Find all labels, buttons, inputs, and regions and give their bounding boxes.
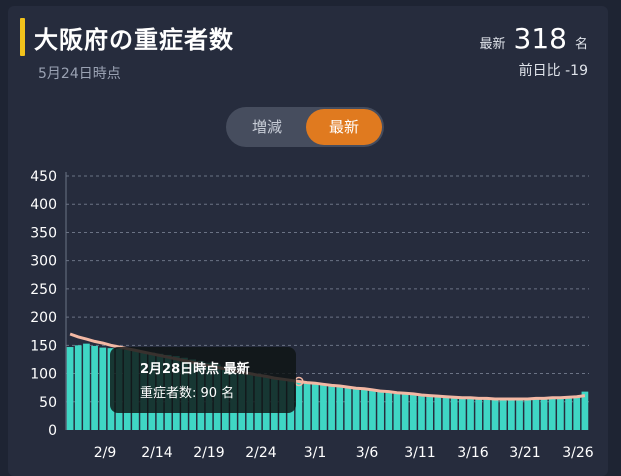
toggle-change[interactable]: 増減 [251, 118, 282, 136]
x-tick-label: 3/16 [457, 445, 489, 461]
bar[interactable] [401, 394, 409, 430]
bar[interactable] [91, 345, 98, 430]
bar[interactable] [377, 391, 384, 430]
y-tick-label: 250 [30, 282, 57, 298]
bar[interactable] [467, 398, 474, 430]
bar[interactable] [83, 343, 90, 430]
bar[interactable] [450, 397, 458, 430]
bar[interactable] [491, 399, 499, 430]
bar[interactable] [360, 389, 368, 430]
toggle-latest[interactable]: 最新 [306, 109, 382, 145]
bar[interactable] [320, 384, 327, 430]
bar[interactable] [352, 388, 360, 430]
bar[interactable] [336, 386, 344, 430]
x-tick-label: 2/9 [94, 445, 117, 461]
x-tick-label: 2/19 [193, 445, 224, 461]
page-title: 大阪府の重症者数 [34, 26, 234, 54]
bar[interactable] [99, 347, 107, 430]
bar[interactable] [434, 396, 442, 430]
title-accent-bar [20, 18, 25, 56]
bar[interactable] [540, 398, 548, 430]
bar[interactable] [369, 390, 376, 430]
x-tick-label: 3/6 [356, 445, 379, 461]
bar[interactable] [573, 396, 581, 430]
bar[interactable] [458, 398, 466, 430]
tooltip-title: 2月28日時点 最新 [140, 362, 250, 377]
bar[interactable] [66, 347, 74, 430]
bar[interactable] [409, 395, 417, 430]
view-toggle: 増減 最新 [226, 107, 384, 147]
bar[interactable] [499, 400, 507, 430]
y-tick-label: 200 [30, 310, 57, 326]
latest-value: 318 [513, 22, 567, 55]
bar[interactable] [557, 397, 564, 430]
x-tick-label: 2/24 [245, 445, 277, 461]
y-tick-label: 50 [39, 395, 57, 411]
tooltip-value: 90 [200, 386, 218, 401]
bar[interactable] [328, 385, 335, 430]
as-of-date: 5月24日時点 [38, 66, 121, 82]
y-tick-label: 100 [30, 367, 57, 383]
tooltip-unit: 名 [221, 386, 235, 401]
bar[interactable] [581, 391, 589, 430]
x-tick-label: 3/26 [562, 445, 594, 461]
bar[interactable] [524, 399, 532, 430]
y-tick-label: 350 [30, 225, 57, 241]
bar[interactable] [393, 393, 401, 430]
x-tick-label: 2/14 [141, 445, 173, 461]
x-tick-label: 3/11 [404, 445, 435, 461]
bar[interactable] [74, 345, 82, 430]
y-tick-label: 400 [30, 197, 57, 213]
bar[interactable] [295, 381, 303, 430]
bar[interactable] [516, 400, 523, 430]
bar[interactable] [483, 399, 491, 430]
latest-count: 最新 318 名 [480, 22, 588, 55]
bar[interactable] [532, 398, 540, 430]
latest-unit: 名 [574, 37, 588, 52]
bar[interactable] [548, 398, 556, 430]
tooltip-line: 重症者数: 90 名 [140, 386, 235, 401]
latest-label: 最新 [479, 37, 506, 52]
chart-tooltip: 2月28日時点 最新 重症者数: 90 名 [110, 347, 296, 413]
bar[interactable] [418, 395, 425, 430]
bar[interactable] [565, 397, 572, 430]
bar[interactable] [303, 382, 311, 430]
bar[interactable] [311, 383, 319, 430]
x-tick-label: 3/21 [509, 445, 540, 461]
bar[interactable] [508, 400, 515, 430]
y-tick-label: 150 [30, 338, 57, 354]
x-tick-label: 3/1 [304, 445, 327, 461]
bar[interactable] [385, 392, 393, 430]
bar[interactable] [426, 396, 433, 430]
bar[interactable] [442, 397, 450, 430]
y-tick-label: 0 [48, 423, 57, 439]
bar[interactable] [475, 398, 483, 430]
bar[interactable] [344, 387, 352, 430]
day-over-day: 前日比 -19 [518, 63, 588, 79]
y-tick-label: 300 [30, 254, 57, 270]
tooltip-series-label: 重症者数 [140, 386, 193, 401]
y-tick-label: 450 [30, 169, 57, 185]
